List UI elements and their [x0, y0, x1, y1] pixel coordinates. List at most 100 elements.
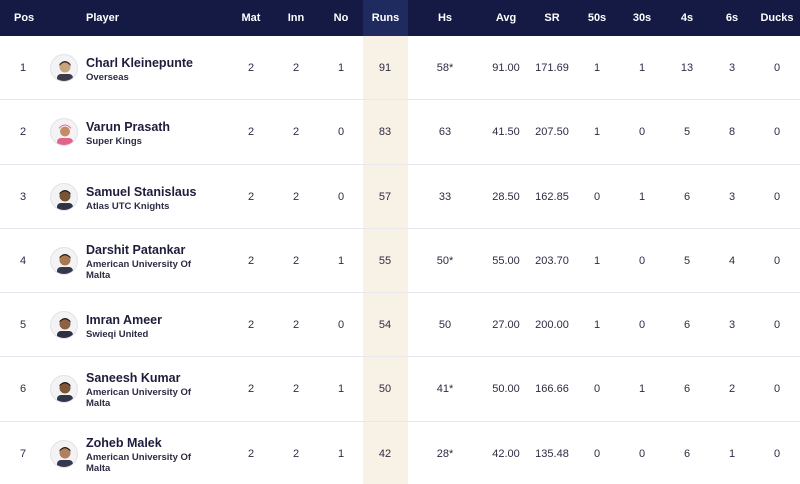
thirties-cell: 0: [638, 254, 646, 267]
sr-cell: 171.69: [535, 62, 569, 74]
mat-cell: 2: [247, 319, 255, 332]
header-avg[interactable]: Avg: [495, 12, 517, 24]
player-team: Atlas UTC Knights: [86, 200, 170, 212]
header-4s[interactable]: 4s: [680, 12, 694, 24]
header-mat[interactable]: Mat: [241, 12, 261, 24]
player-team: Overseas: [86, 72, 129, 83]
player-team: Super Kings: [86, 136, 142, 148]
header-no[interactable]: No: [333, 12, 349, 24]
player-avatar-icon[interactable]: [50, 182, 78, 211]
player-avatar-icon[interactable]: [50, 54, 78, 82]
no-cell: 1: [337, 62, 345, 74]
mat-cell: 2: [247, 190, 255, 203]
header-6s[interactable]: 6s: [725, 12, 739, 24]
sr-cell: 203.70: [535, 254, 569, 267]
inn-cell: 2: [292, 254, 300, 267]
player-name[interactable]: Zoheb Malek: [86, 435, 162, 450]
header-inn[interactable]: Inn: [287, 12, 305, 24]
runs-column-highlight: [363, 0, 408, 484]
table-body: 1 Charl Kleinepunte Overseas 2 2 1 91 58…: [0, 36, 800, 484]
player-name[interactable]: Imran Ameer: [86, 313, 162, 328]
player-name[interactable]: Charl Kleinepunte: [86, 56, 193, 70]
player-team: Swieqi United: [86, 329, 149, 341]
hs-cell: 28*: [436, 447, 454, 460]
inn-cell: 2: [292, 62, 300, 74]
ducks-cell: 0: [773, 254, 781, 267]
ducks-cell: 0: [773, 383, 781, 396]
inn-cell: 2: [292, 383, 300, 396]
table-row[interactable]: 2 Varun Prasath Super Kings 2 2 0 83 63 …: [0, 100, 800, 165]
pos-cell: 7: [20, 447, 27, 460]
player-info: Varun Prasath Super Kings: [86, 120, 226, 147]
table-row[interactable]: 5 Imran Ameer Swieqi United 2 2 0 54 50 …: [0, 293, 800, 358]
ducks-cell: 0: [773, 319, 781, 332]
sixes-cell: 1: [728, 447, 736, 460]
header-pos[interactable]: Pos: [14, 12, 35, 24]
player-name[interactable]: Samuel Stanislaus: [86, 184, 197, 199]
player-name[interactable]: Varun Prasath: [86, 120, 171, 135]
player-info: Charl Kleinepunte Overseas: [86, 56, 226, 83]
fours-cell: 13: [680, 62, 694, 74]
header-hs[interactable]: Hs: [437, 12, 453, 24]
header-ducks[interactable]: Ducks: [760, 12, 794, 24]
ducks-cell: 0: [773, 447, 781, 460]
player-avatar-icon[interactable]: [50, 311, 78, 340]
sixes-cell: 4: [728, 254, 736, 267]
sr-cell: 166.66: [535, 383, 569, 396]
no-cell: 1: [337, 383, 345, 396]
sr-cell: 162.85: [535, 190, 569, 203]
table-row[interactable]: 4 Darshit Patankar American University O…: [0, 229, 800, 294]
sixes-cell: 3: [728, 190, 736, 203]
inn-cell: 2: [292, 447, 300, 460]
ducks-cell: 0: [773, 190, 781, 203]
player-team: American University Of Malta: [86, 387, 192, 410]
player-info: Zoheb Malek American University Of Malta: [86, 436, 226, 474]
thirties-cell: 0: [638, 319, 646, 332]
player-avatar-icon[interactable]: [50, 439, 78, 468]
sixes-cell: 2: [728, 383, 736, 396]
fours-cell: 6: [683, 383, 691, 396]
mat-cell: 2: [247, 383, 255, 396]
player-name[interactable]: Saneesh Kumar: [86, 371, 181, 386]
pos-cell: 5: [20, 319, 27, 332]
table-row[interactable]: 6 Saneesh Kumar American University Of M…: [0, 357, 800, 422]
hs-cell: 50*: [436, 254, 454, 267]
fifties-cell: 1: [593, 319, 601, 332]
table-header: Pos Player Mat Inn No Runs Hs Avg SR 50s…: [0, 0, 800, 36]
table-row[interactable]: 3 Samuel Stanislaus Atlas UTC Knights 2 …: [0, 165, 800, 229]
header-30s[interactable]: 30s: [632, 12, 652, 24]
inn-cell: 2: [292, 319, 300, 332]
runs-cell: 42: [378, 447, 392, 460]
player-avatar-icon[interactable]: [50, 375, 78, 404]
fours-cell: 6: [683, 319, 691, 332]
runs-cell: 57: [378, 190, 392, 203]
pos-cell: 4: [20, 254, 27, 267]
sr-cell: 207.50: [535, 126, 569, 139]
sr-cell: 135.48: [535, 447, 569, 460]
header-runs[interactable]: Runs: [363, 0, 408, 36]
mat-cell: 2: [247, 126, 255, 139]
sr-cell: 200.00: [535, 319, 569, 332]
header-50s[interactable]: 50s: [587, 12, 607, 24]
hs-cell: 50: [438, 319, 452, 332]
avg-cell: 28.50: [492, 190, 520, 203]
avg-cell: 50.00: [492, 383, 520, 396]
header-sr[interactable]: SR: [544, 12, 560, 24]
player-name[interactable]: Darshit Patankar: [86, 242, 186, 257]
fifties-cell: 0: [593, 190, 601, 203]
table-row[interactable]: 7 Zoheb Malek American University Of Mal…: [0, 422, 800, 484]
no-cell: 1: [337, 254, 345, 267]
thirties-cell: 0: [638, 447, 646, 460]
hs-cell: 33: [438, 190, 452, 203]
sixes-cell: 3: [728, 62, 736, 74]
fifties-cell: 0: [593, 447, 601, 460]
pos-cell: 3: [20, 190, 27, 203]
no-cell: 0: [337, 190, 345, 203]
player-avatar-icon[interactable]: [50, 118, 78, 147]
ducks-cell: 0: [773, 62, 781, 74]
player-avatar-icon[interactable]: [50, 246, 78, 275]
thirties-cell: 1: [638, 383, 646, 396]
sixes-cell: 8: [728, 126, 736, 139]
header-player[interactable]: Player: [86, 12, 120, 24]
table-row[interactable]: 1 Charl Kleinepunte Overseas 2 2 1 91 58…: [0, 36, 800, 101]
